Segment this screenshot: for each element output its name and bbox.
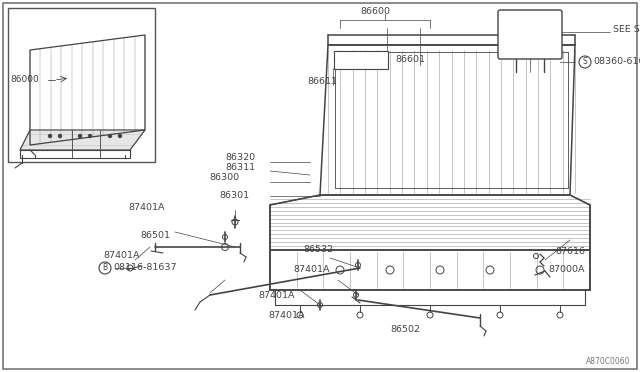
Text: 87401A: 87401A [269,311,305,320]
Text: 87401A: 87401A [294,266,330,275]
Text: 87401A: 87401A [129,202,165,212]
Circle shape [49,135,51,138]
Text: 08116-81637: 08116-81637 [113,263,177,273]
FancyBboxPatch shape [498,10,562,59]
Text: 08360-61691: 08360-61691 [593,58,640,67]
FancyBboxPatch shape [334,51,388,69]
Text: SEE SEC. 867B: SEE SEC. 867B [613,26,640,35]
Text: 87401A: 87401A [259,291,295,299]
Bar [8,8,155,162]
Text: 86301: 86301 [220,190,250,199]
Text: 86601: 86601 [395,55,425,64]
Text: 87616: 87616 [555,247,585,257]
Circle shape [88,135,92,138]
Circle shape [109,135,111,138]
Text: S: S [582,58,588,67]
Text: 86300: 86300 [210,173,240,183]
Text: 86532: 86532 [303,246,333,254]
Text: 86600: 86600 [360,7,390,16]
Text: 86501: 86501 [140,231,170,240]
Circle shape [118,135,122,138]
Text: 86611: 86611 [307,77,337,87]
Text: 86000: 86000 [10,76,39,84]
Text: 87401A: 87401A [104,250,140,260]
Text: 86620: 86620 [346,55,376,64]
Text: B: B [102,263,108,273]
Circle shape [79,135,81,138]
Text: 86320: 86320 [225,154,255,163]
Text: A870C0060: A870C0060 [586,357,630,366]
Circle shape [58,135,61,138]
Text: 86311: 86311 [225,164,255,173]
Text: 87000A: 87000A [548,266,584,275]
Text: 86502: 86502 [390,326,420,334]
